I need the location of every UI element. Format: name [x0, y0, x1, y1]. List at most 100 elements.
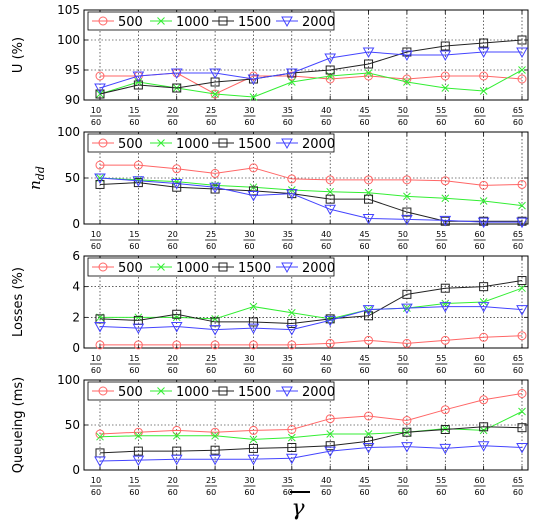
data-point-2000 — [439, 215, 452, 227]
x-tick-numerator: 60 — [475, 106, 485, 115]
legend: 500 1000 1500 2000 — [87, 11, 335, 31]
legend: 500 1000 1500 2000 — [87, 133, 335, 153]
x-tick-numerator: 15 — [129, 106, 139, 115]
legend-marker-500 — [98, 262, 108, 272]
legend-marker-2000 — [281, 138, 293, 150]
data-point-1500 — [287, 443, 297, 452]
data-point-1500 — [248, 443, 258, 453]
data-point-2000 — [132, 71, 145, 83]
data-point-500 — [210, 168, 220, 178]
data-point-1500 — [364, 194, 374, 204]
x-tick-denominator: 60 — [321, 242, 331, 251]
y-axis-label: U (%) — [11, 37, 26, 73]
y-tick-label: 100 — [57, 33, 80, 47]
data-point-1000 — [287, 308, 296, 317]
x-tick-numerator: 45 — [359, 106, 369, 115]
x-tick-denominator: 60 — [91, 366, 101, 375]
x-tick-denominator: 60 — [129, 488, 139, 497]
legend-marker-1000 — [157, 17, 165, 25]
data-point-1000 — [479, 197, 488, 205]
x-tick-denominator: 60 — [168, 118, 178, 127]
x-tick-numerator: 20 — [168, 230, 178, 239]
data-point-500 — [402, 338, 412, 348]
data-point-500 — [364, 175, 374, 185]
x-tick-numerator: 65 — [513, 476, 523, 485]
legend-label-500: 500 — [118, 137, 143, 152]
legend-label-1000: 1000 — [176, 15, 209, 30]
data-point-1500 — [440, 283, 450, 293]
legend-marker-2000 — [281, 386, 293, 398]
legend-label-1000: 1000 — [176, 385, 209, 400]
y-axis-label: Losses (%) — [11, 267, 26, 337]
data-point-1500 — [248, 186, 258, 196]
legend-label-1500: 1500 — [238, 261, 271, 276]
data-point-1000 — [479, 298, 488, 306]
data-point-2000 — [285, 68, 298, 80]
legend-marker-2000 — [281, 262, 293, 274]
x-tick-numerator: 15 — [129, 476, 139, 485]
x-tick-numerator: 65 — [513, 354, 523, 363]
data-point-2000 — [285, 453, 298, 465]
data-point-1000 — [326, 430, 335, 438]
data-point-2000 — [324, 53, 337, 65]
x-tick-numerator: 40 — [321, 106, 331, 115]
x-tick-denominator: 60 — [398, 118, 408, 127]
legend-marker-1000 — [157, 139, 165, 147]
x-tick-numerator: 20 — [168, 106, 178, 115]
x-tick-numerator: 15 — [129, 230, 139, 239]
data-point-1000 — [518, 284, 526, 293]
y-tick-label: 0 — [72, 217, 80, 231]
x-tick-denominator: 60 — [244, 366, 254, 375]
x-tick-numerator: 35 — [283, 106, 293, 115]
data-point-1500 — [95, 179, 105, 189]
data-point-1500 — [517, 216, 527, 226]
x-tick-denominator: 60 — [475, 366, 485, 375]
x-tick-denominator: 60 — [283, 366, 293, 375]
data-point-500 — [325, 414, 335, 424]
data-point-2000 — [285, 189, 298, 200]
data-point-2000 — [324, 315, 337, 327]
data-point-500 — [517, 74, 527, 84]
series-line-1500 — [99, 426, 523, 454]
x-tick-numerator: 60 — [475, 230, 485, 239]
data-point-2000 — [209, 325, 221, 336]
data-point-2000 — [362, 47, 375, 59]
x-tick-numerator: 45 — [359, 354, 369, 363]
data-point-2000 — [516, 217, 528, 229]
data-point-2000 — [401, 214, 413, 226]
data-point-500 — [479, 71, 489, 81]
data-point-1500 — [479, 38, 489, 48]
data-point-500 — [95, 340, 105, 350]
legend-marker-1500 — [218, 262, 228, 272]
x-tick-denominator: 60 — [398, 242, 408, 251]
x-tick-denominator: 60 — [359, 488, 369, 497]
x-tick-denominator: 60 — [436, 488, 446, 497]
x-tick-numerator: 15 — [129, 354, 139, 363]
data-point-1500 — [172, 309, 182, 319]
data-point-2000 — [132, 176, 145, 187]
data-point-500 — [325, 175, 335, 185]
data-point-2000 — [401, 50, 413, 62]
x-tick-numerator: 35 — [283, 230, 293, 239]
data-point-2000 — [516, 305, 528, 316]
data-point-2000 — [247, 74, 260, 86]
data-point-1500 — [325, 65, 335, 75]
x-tick-denominator: 60 — [91, 488, 101, 497]
data-point-500 — [364, 411, 374, 421]
series-line-500 — [100, 164, 523, 186]
legend-marker-500 — [98, 138, 108, 148]
x-tick-denominator: 60 — [359, 242, 369, 251]
data-point-2000 — [94, 173, 106, 185]
legend-label-1500: 1500 — [238, 385, 271, 400]
x-tick-denominator: 60 — [436, 118, 446, 127]
x-tick-denominator: 60 — [129, 118, 139, 127]
x-tick-denominator: 60 — [398, 366, 408, 375]
legend-label-2000: 2000 — [302, 137, 335, 152]
x-tick-denominator: 60 — [475, 488, 485, 497]
legend-marker-1000 — [157, 263, 165, 271]
data-point-2000 — [170, 179, 183, 190]
panel-3: 0 2 4 6 10 60 15 60 20 60 25 60 30 60 35 60 40 60 45 60 50 60… — [11, 249, 529, 375]
x-tick-denominator: 60 — [283, 118, 293, 127]
legend-label-500: 500 — [118, 261, 143, 276]
